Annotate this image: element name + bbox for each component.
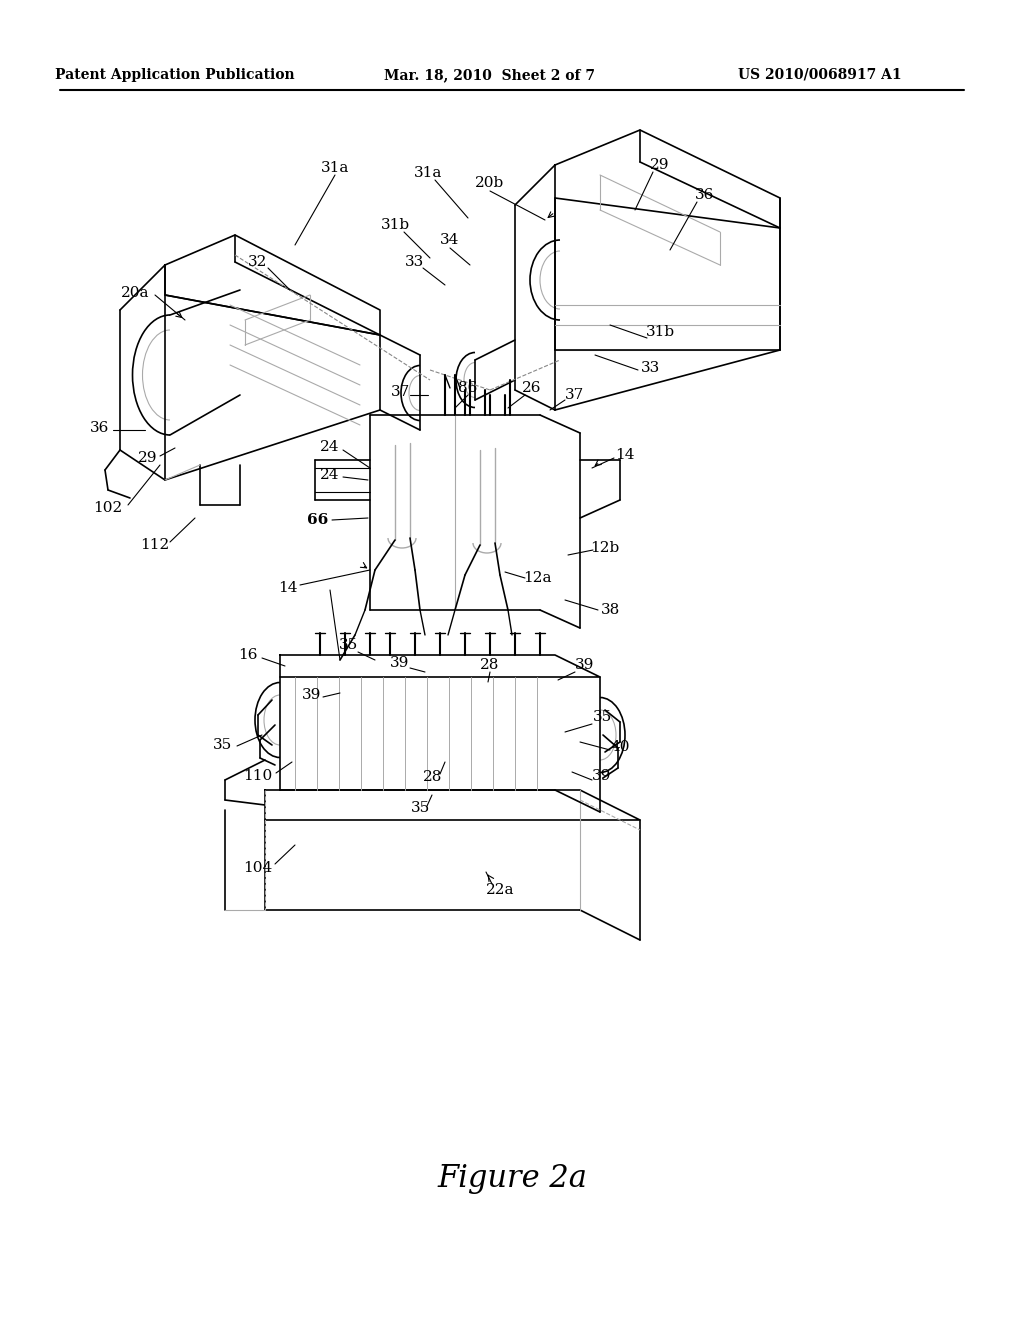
Text: 24: 24	[321, 440, 340, 454]
Text: 28: 28	[423, 770, 442, 784]
Text: Patent Application Publication: Patent Application Publication	[55, 69, 295, 82]
Text: 16: 16	[239, 648, 258, 663]
Text: 39: 39	[302, 688, 322, 702]
Text: 39: 39	[575, 657, 595, 672]
Text: 20a: 20a	[121, 286, 150, 300]
Text: 29: 29	[138, 451, 158, 465]
Text: 39: 39	[390, 656, 410, 671]
Text: 37: 37	[565, 388, 585, 403]
Text: 24: 24	[321, 469, 340, 482]
Text: 26: 26	[522, 381, 542, 395]
Text: 29: 29	[650, 158, 670, 172]
Text: 14: 14	[279, 581, 298, 595]
Text: 31b: 31b	[381, 218, 410, 232]
Text: US 2010/0068917 A1: US 2010/0068917 A1	[738, 69, 902, 82]
Text: 35: 35	[212, 738, 231, 752]
Text: 35: 35	[593, 710, 612, 723]
Text: 39: 39	[592, 770, 611, 783]
Text: 31b: 31b	[645, 325, 675, 339]
Text: 31a: 31a	[321, 161, 349, 176]
Text: 12a: 12a	[522, 572, 551, 585]
Text: 28: 28	[480, 657, 500, 672]
Text: 33: 33	[640, 360, 659, 375]
Text: 20b: 20b	[475, 176, 505, 190]
Text: 32: 32	[248, 255, 267, 269]
Text: 86: 86	[459, 381, 477, 395]
Text: 34: 34	[440, 234, 460, 247]
Text: 35: 35	[338, 638, 357, 652]
Text: 36: 36	[90, 421, 110, 436]
Text: 35: 35	[411, 801, 430, 814]
Text: 102: 102	[93, 502, 123, 515]
Text: 12b: 12b	[591, 541, 620, 554]
Text: Figure 2a: Figure 2a	[437, 1163, 587, 1193]
Text: 40: 40	[610, 741, 630, 754]
Text: 38: 38	[600, 603, 620, 616]
Text: 104: 104	[244, 861, 272, 875]
Text: 112: 112	[140, 539, 170, 552]
Text: 37: 37	[390, 385, 410, 399]
Text: 33: 33	[406, 255, 425, 269]
Text: 14: 14	[615, 447, 635, 462]
Text: 22a: 22a	[485, 883, 514, 898]
Text: Mar. 18, 2010  Sheet 2 of 7: Mar. 18, 2010 Sheet 2 of 7	[384, 69, 596, 82]
Text: 110: 110	[244, 770, 272, 783]
Text: 31a: 31a	[414, 166, 442, 180]
Text: 36: 36	[695, 187, 715, 202]
Text: 66: 66	[307, 513, 329, 527]
